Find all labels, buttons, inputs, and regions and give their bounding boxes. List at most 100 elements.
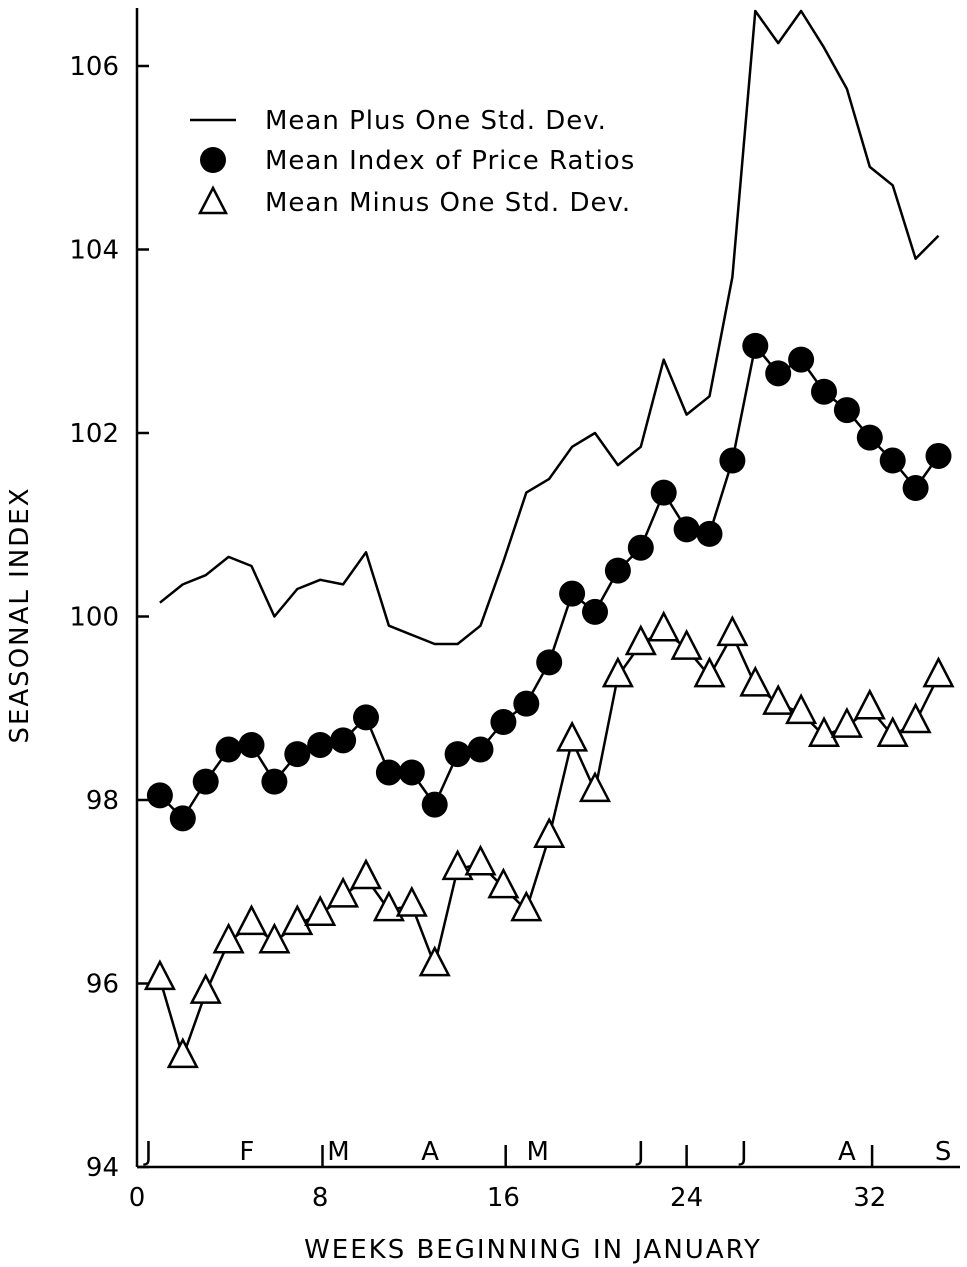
minus-sd-point (510, 890, 543, 922)
mean-point (856, 424, 883, 451)
minus-sd-point (533, 816, 566, 848)
minus-sd-point (922, 656, 955, 688)
minus-sd-point (785, 693, 818, 725)
series-line (159, 9, 940, 646)
mean-point (719, 447, 746, 474)
minus-sd-point (693, 656, 726, 688)
legend-triangle-marker (197, 185, 229, 215)
y-tick-label: 100 (69, 603, 119, 633)
x-axis-title: WEEKS BEGINNING IN JANUARY (304, 1235, 762, 1265)
minus-sd-point (762, 683, 795, 715)
mean-point (833, 397, 860, 424)
legend-label-minus: Mean Minus One Std. Dev. (265, 188, 631, 218)
mean-point (582, 598, 608, 625)
month-label: F (239, 1137, 254, 1167)
y-tick-label: 102 (69, 419, 119, 449)
minus-sd-point (441, 849, 474, 881)
mean-point (238, 731, 265, 758)
mean-point (261, 768, 288, 795)
mean-point (444, 741, 471, 768)
minus-sd-point (418, 945, 451, 977)
mean-point (215, 736, 242, 763)
minus-sd-point (601, 656, 634, 688)
minus-sd-point (670, 628, 703, 660)
mean-point (284, 741, 311, 768)
mean-point (650, 479, 677, 506)
mean-point (604, 557, 631, 584)
y-axis-title: SEASONAL INDEX (5, 486, 35, 743)
legend-circle-marker (200, 147, 226, 173)
mean-point (421, 791, 448, 818)
minus-sd-point (487, 867, 520, 899)
mean-point (169, 805, 196, 832)
mean-point (353, 704, 379, 731)
x-tick-label: 8 (312, 1183, 329, 1213)
mean-point (788, 346, 815, 373)
mean-point (192, 768, 219, 795)
minus-sd-point (143, 959, 176, 991)
minus-sd-point (853, 688, 886, 720)
minus-sd-point (578, 771, 612, 803)
minus-sd-point (235, 904, 268, 936)
x-tick-label: 32 (853, 1183, 886, 1213)
y-ticks: 94 96 98 100 102 104 106 (69, 52, 149, 1183)
minus-sd-point (716, 615, 749, 647)
mean-point (902, 475, 929, 502)
minus-sd-point (372, 890, 405, 922)
minus-sd-point (899, 702, 932, 734)
minus-sd-point (556, 720, 589, 752)
mean-point (559, 580, 586, 607)
mean-point (467, 736, 494, 763)
minus-sd-point (739, 665, 772, 697)
x-tick-label: 16 (487, 1183, 520, 1213)
minus-sd-point (189, 972, 222, 1004)
mean-point (879, 447, 906, 474)
minus-sd-point (327, 876, 360, 908)
mean-point (925, 442, 952, 469)
x-ticks: 0 8 16 24 32 (129, 1183, 887, 1213)
legend-label-plus: Mean Plus One Std. Dev. (265, 106, 607, 136)
mean-point (765, 360, 792, 387)
mean-point (627, 534, 654, 561)
minus-sd-point (166, 1037, 199, 1069)
mean-point (330, 727, 357, 754)
series-layer (143, 9, 955, 1069)
mean-point (536, 649, 563, 676)
minus-sd-point (281, 904, 314, 936)
mean-point (146, 782, 173, 809)
month-label: J (738, 1137, 748, 1167)
minus-sd-point (212, 922, 245, 954)
series-line (159, 344, 940, 820)
series-open-triangle (143, 610, 955, 1069)
month-label: A (838, 1137, 856, 1167)
mean-point (307, 731, 334, 758)
minus-sd-point (464, 844, 497, 876)
minus-sd-point (830, 706, 863, 738)
y-tick-label: 106 (69, 52, 119, 82)
month-label: J (635, 1137, 645, 1167)
minus-sd-point (624, 624, 657, 656)
minus-sd-point (647, 610, 680, 642)
x-tick-label: 24 (670, 1183, 703, 1213)
month-label: M (527, 1137, 549, 1167)
mean-point (398, 759, 425, 786)
legend-label-mean: Mean Index of Price Ratios (265, 146, 635, 176)
y-tick-label: 98 (86, 786, 119, 816)
minus-sd-point (807, 716, 841, 748)
series-filled-circle (146, 332, 952, 832)
month-label: A (421, 1137, 439, 1167)
mean-point (375, 759, 402, 786)
mean-point (673, 516, 700, 543)
month-label: J (143, 1137, 153, 1167)
mean-point (513, 690, 540, 717)
month-label: S (935, 1137, 952, 1167)
x-tick-label: 0 (129, 1183, 146, 1213)
minus-sd-point (395, 885, 428, 917)
legend: Mean Plus One Std. Dev. Mean Index of Pr… (190, 106, 635, 218)
axes: 94 96 98 100 102 104 106 0 8 16 24 32 J F M A M J J A S (69, 8, 960, 1213)
mean-point (742, 332, 769, 359)
month-label: M (327, 1137, 349, 1167)
y-tick-label: 94 (86, 1153, 119, 1183)
y-tick-label: 96 (86, 970, 119, 1000)
